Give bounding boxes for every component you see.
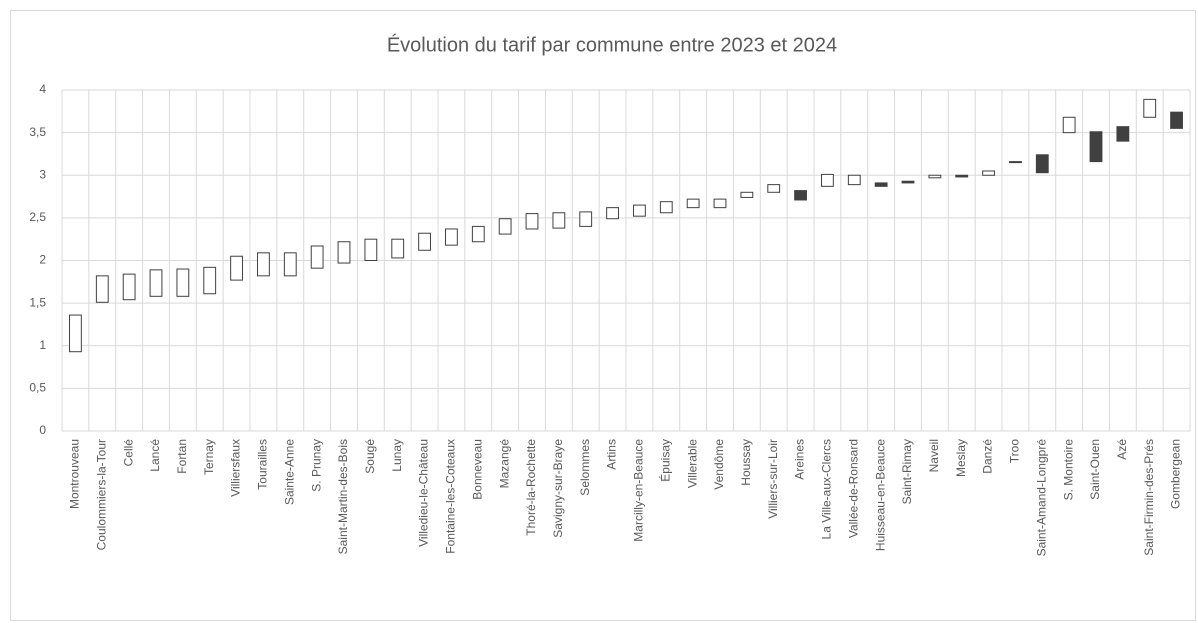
up-down-bar <box>95 275 109 303</box>
x-tick-label: Montrouveau <box>68 439 82 509</box>
x-tick-label: Huisseau-en-Beauce <box>873 439 887 551</box>
x-tick-label: Bonneveau <box>470 439 484 500</box>
up-down-bar <box>69 314 82 353</box>
x-tick-label: Savigny-sur-Braye <box>551 439 565 538</box>
x-tick-label: Meslay <box>954 439 968 477</box>
x-tick-label: Ternay <box>202 439 216 475</box>
y-tick-label: 3 <box>39 167 46 181</box>
chart-title: Évolution du tarif par commune entre 202… <box>387 33 837 56</box>
up-down-bar <box>901 180 915 184</box>
up-down-bar <box>283 252 297 277</box>
up-down-bar <box>230 255 243 281</box>
y-tick-label: 4 <box>39 82 46 96</box>
x-tick-label: Naveil <box>927 439 941 472</box>
up-down-bar <box>579 211 593 227</box>
x-tick-label: Lancé <box>148 439 162 472</box>
up-down-bar <box>364 238 378 261</box>
up-down-bar <box>1035 154 1049 174</box>
x-tick-label: Marcilly-en-Beauce <box>632 439 646 542</box>
up-down-bar <box>794 190 807 201</box>
x-tick-label: Lunay <box>390 439 404 472</box>
up-down-bar <box>122 273 136 301</box>
x-tick-label: Saint-Rimay <box>900 439 914 504</box>
up-down-bar <box>821 173 834 187</box>
x-tick-label: Azé <box>1115 439 1129 460</box>
up-down-bar <box>928 174 942 179</box>
up-down-bar <box>659 201 673 214</box>
up-down-bar <box>606 207 619 220</box>
up-down-bar <box>498 218 512 235</box>
up-down-bar <box>713 198 727 209</box>
x-tick-label: Fortan <box>175 439 189 474</box>
x-tick-label: Coulommiers-la-Tour <box>94 439 108 550</box>
up-down-bar <box>471 225 485 243</box>
up-down-bar <box>552 212 566 229</box>
up-down-bar <box>391 238 405 259</box>
x-tick-label: Mazangé <box>497 439 511 489</box>
x-tick-label: Selommes <box>578 439 592 496</box>
x-tick-label: Danzé <box>981 439 995 474</box>
up-down-bar <box>176 268 190 297</box>
x-tick-label: Vendôme <box>712 439 726 490</box>
y-tick-label: 3,5 <box>29 125 46 139</box>
y-tick-label: 2,5 <box>29 210 46 224</box>
y-tick-label: 0,5 <box>29 381 46 395</box>
up-down-bar <box>1116 126 1130 142</box>
up-down-bar <box>445 228 458 246</box>
y-tick-label: 1 <box>39 338 46 352</box>
x-tick-label: Villedieu-le-Château <box>417 439 431 547</box>
up-down-bar <box>1062 116 1076 134</box>
up-down-bar <box>1170 111 1183 129</box>
x-tick-label: Houssay <box>739 439 753 486</box>
up-down-bar <box>257 252 270 277</box>
up-down-bar <box>982 170 995 176</box>
up-down-bar <box>767 184 781 193</box>
x-tick-label: Épuisay <box>657 439 672 482</box>
up-down-bar <box>1009 161 1022 164</box>
x-tick-label: La Ville-aux-Clercs <box>820 439 834 539</box>
x-tick-label: Vallée-de-Ronsard <box>846 439 860 538</box>
up-down-bar <box>847 174 861 186</box>
up-down-bar <box>203 266 217 295</box>
y-tick-label: 2 <box>39 253 46 267</box>
x-tick-label: Troo <box>1008 439 1022 464</box>
up-down-bar <box>337 241 351 264</box>
x-tick-label: Villiers-sur-Loir <box>766 439 780 519</box>
up-down-bar <box>1089 131 1103 163</box>
up-down-bar <box>525 213 539 230</box>
up-down-bar <box>1143 98 1157 118</box>
x-tick-label: Saint-Ouen <box>1088 439 1102 500</box>
x-tick-label: S. Prunay <box>309 439 323 492</box>
x-tick-label: Saint-Martin-des-Bois <box>336 439 350 554</box>
x-tick-label: Villiersfaux <box>229 439 243 497</box>
y-tick-label: 0 <box>39 423 46 437</box>
x-tick-label: Fontaine-les-Coteaux <box>444 439 458 554</box>
x-tick-label: Villerable <box>685 439 699 488</box>
up-down-bar <box>310 245 324 269</box>
x-tick-label: Artins <box>605 439 619 470</box>
up-down-bar <box>955 174 969 178</box>
x-tick-label: Saint-Amand-Longpré <box>1034 439 1048 557</box>
chart-frame <box>10 10 1196 621</box>
up-down-bar <box>686 198 700 209</box>
up-down-bar <box>874 182 888 187</box>
x-tick-label: Tourailles <box>256 439 270 490</box>
x-tick-label: Sainte-Anne <box>282 439 296 505</box>
up-down-bar <box>149 269 163 297</box>
x-tick-label: Thoré-la-Rochette <box>524 439 538 536</box>
x-tick-label: Areines <box>793 439 807 480</box>
x-tick-label: Saint-Firmin-des-Prés <box>1142 439 1156 556</box>
up-down-bar <box>740 191 754 198</box>
x-tick-label: S. Montoire <box>1061 439 1075 501</box>
up-down-bar <box>418 232 431 251</box>
x-tick-label: Cellé <box>121 439 135 467</box>
x-tick-label: Gombergean <box>1169 439 1183 509</box>
x-tick-label: Sougé <box>363 439 377 474</box>
y-tick-label: 1,5 <box>29 295 46 309</box>
up-down-bar <box>633 204 646 217</box>
